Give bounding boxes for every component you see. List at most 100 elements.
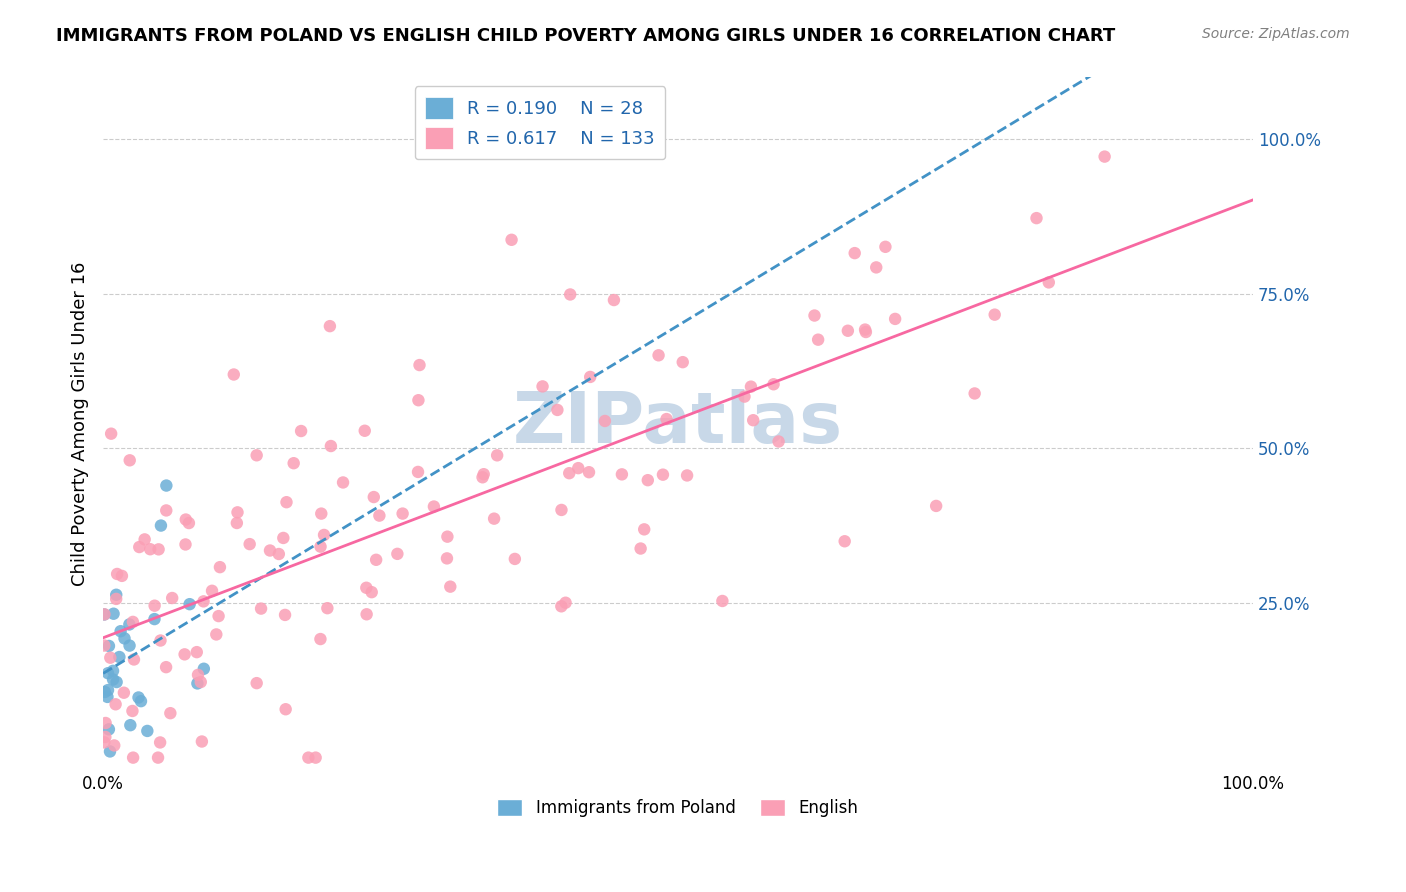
Point	[93, 735, 115, 749]
Point	[312, 528, 335, 542]
Point	[177, 516, 200, 530]
Point	[1094, 150, 1116, 164]
Point	[356, 581, 378, 595]
Point	[637, 473, 659, 487]
Point	[105, 566, 128, 581]
Point	[983, 308, 1005, 322]
Y-axis label: Child Poverty Among Girls Under 16: Child Poverty Among Girls Under 16	[72, 261, 89, 586]
Point	[423, 500, 446, 514]
Point	[482, 511, 505, 525]
Point	[103, 607, 125, 621]
Point	[652, 467, 675, 482]
Point	[120, 718, 142, 732]
Point	[503, 552, 526, 566]
Point	[93, 607, 115, 622]
Point	[363, 490, 385, 504]
Point	[578, 465, 600, 479]
Point	[259, 543, 281, 558]
Point	[610, 467, 633, 482]
Point	[875, 240, 897, 254]
Point	[309, 540, 332, 554]
Point	[267, 547, 290, 561]
Point	[136, 723, 159, 738]
Point	[1025, 211, 1047, 226]
Point	[149, 518, 172, 533]
Point	[471, 470, 494, 484]
Point	[112, 686, 135, 700]
Point	[276, 495, 298, 509]
Point	[273, 531, 295, 545]
Point	[100, 426, 122, 441]
Point	[155, 503, 177, 517]
Point	[201, 583, 224, 598]
Point	[672, 355, 695, 369]
Point	[148, 542, 170, 557]
Point	[274, 702, 297, 716]
Point	[316, 601, 339, 615]
Point	[546, 403, 568, 417]
Point	[111, 569, 134, 583]
Point	[1038, 276, 1060, 290]
Point	[143, 612, 166, 626]
Point	[807, 333, 830, 347]
Point	[408, 393, 430, 408]
Point	[155, 478, 177, 492]
Point	[366, 553, 388, 567]
Point	[108, 650, 131, 665]
Text: ZIPatlas: ZIPatlas	[513, 389, 844, 458]
Point	[554, 596, 576, 610]
Point	[246, 676, 269, 690]
Point	[193, 662, 215, 676]
Point	[160, 591, 183, 605]
Point	[803, 309, 825, 323]
Point	[368, 508, 391, 523]
Point	[93, 639, 115, 653]
Point	[121, 704, 143, 718]
Point	[149, 633, 172, 648]
Point	[274, 607, 297, 622]
Point	[353, 424, 375, 438]
Point	[97, 639, 120, 653]
Point	[486, 448, 509, 462]
Point	[143, 599, 166, 613]
Point	[560, 287, 582, 301]
Point	[226, 505, 249, 519]
Point	[676, 468, 699, 483]
Point	[208, 560, 231, 574]
Point	[439, 580, 461, 594]
Point	[884, 312, 907, 326]
Point	[593, 414, 616, 428]
Point	[865, 260, 887, 275]
Point	[97, 723, 120, 737]
Point	[94, 716, 117, 731]
Point	[406, 465, 429, 479]
Point	[290, 424, 312, 438]
Point	[360, 585, 382, 599]
Point	[98, 650, 121, 665]
Point	[105, 591, 128, 606]
Point	[118, 639, 141, 653]
Point	[134, 533, 156, 547]
Point	[114, 632, 136, 646]
Point	[246, 448, 269, 462]
Point	[834, 534, 856, 549]
Point	[122, 615, 145, 629]
Point	[408, 358, 430, 372]
Point	[558, 466, 581, 480]
Point	[472, 467, 495, 482]
Point	[768, 434, 790, 449]
Point	[155, 660, 177, 674]
Point	[311, 507, 333, 521]
Point	[740, 379, 762, 393]
Text: Source: ZipAtlas.com: Source: ZipAtlas.com	[1202, 27, 1350, 41]
Point	[105, 588, 128, 602]
Point	[139, 542, 162, 557]
Point	[101, 664, 124, 678]
Point	[129, 694, 152, 708]
Point	[844, 246, 866, 260]
Point	[633, 522, 655, 536]
Point	[146, 750, 169, 764]
Point	[104, 698, 127, 712]
Point	[174, 512, 197, 526]
Point	[436, 551, 458, 566]
